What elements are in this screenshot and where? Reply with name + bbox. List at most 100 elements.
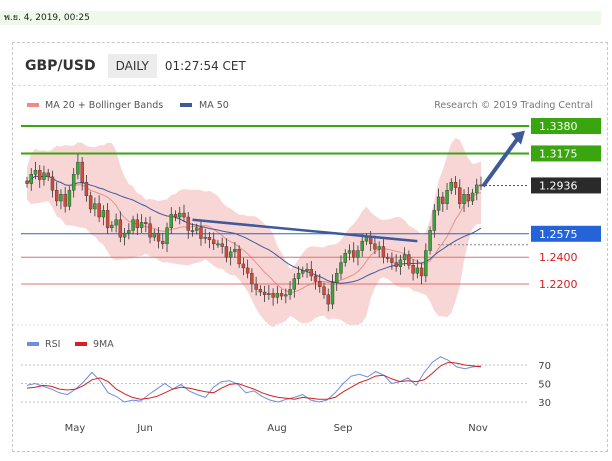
candle-body: [326, 294, 330, 305]
candle-body: [46, 172, 50, 178]
candle-body: [118, 219, 123, 238]
candle-body: [211, 239, 216, 245]
candle-body: [101, 210, 106, 218]
candle-body: [301, 270, 305, 274]
candle-body: [161, 240, 165, 245]
candle-body: [233, 248, 237, 253]
candle-body: [55, 190, 59, 202]
candle-body: [203, 236, 207, 239]
candle-body: [402, 254, 407, 261]
candle-body: [25, 180, 29, 184]
level-1-3175-tag: [531, 145, 601, 162]
candle-body: [318, 281, 322, 287]
chart-card: GBP/USD DAILY 01:27:54 CET MA 20 + Bolli…: [12, 42, 609, 452]
candle-body: [428, 230, 432, 251]
candle-body: [339, 262, 343, 274]
candle-body: [415, 267, 420, 274]
currency-pair-title: GBP/USD: [25, 58, 96, 74]
candle-body: [458, 187, 462, 204]
candle-body: [97, 203, 101, 218]
candle-body: [267, 293, 271, 295]
candle-body: [182, 212, 186, 218]
legend-rsi-label: RSI: [45, 339, 60, 350]
candle-body: [148, 223, 152, 238]
rsi-level-50-label: 50: [538, 380, 551, 391]
candle-body: [245, 267, 250, 274]
candle-body: [139, 222, 144, 228]
legend-bollinger-label: MA 20 + Bollinger Bands: [45, 100, 163, 111]
candle-body: [80, 161, 84, 183]
candle-body: [114, 219, 118, 226]
header-divider: [13, 85, 607, 86]
x-tick-aug: Aug: [267, 423, 287, 434]
candle-body: [453, 182, 458, 188]
candle-body: [279, 293, 284, 297]
candle-body: [292, 278, 297, 290]
candle-body: [436, 196, 441, 211]
candle-body: [449, 182, 453, 191]
candle-body: [122, 232, 127, 238]
legend-bollinger-swatch: [27, 103, 39, 107]
rsi-ma-line: [26, 361, 482, 400]
candle-body: [385, 257, 390, 259]
trendline: [192, 218, 418, 243]
level-1-2936-tag: [531, 177, 601, 194]
candle-body: [152, 232, 156, 238]
candle-body: [394, 262, 398, 267]
x-tick-may: May: [65, 423, 86, 434]
candle-body: [127, 230, 131, 234]
candle-body: [169, 214, 173, 228]
candle-body: [173, 214, 178, 218]
candle-body: [135, 219, 140, 228]
legend-ma50-label: MA 50: [199, 100, 229, 111]
x-tick-nov: Nov: [468, 423, 488, 434]
candle-body: [88, 195, 93, 210]
candle-body: [407, 254, 411, 266]
legend-rsi-swatch: [27, 342, 39, 346]
candle-body: [110, 224, 114, 228]
candle-body: [364, 236, 369, 242]
candle-body: [42, 172, 46, 180]
level-1-2936-text: 1.2936: [539, 179, 578, 192]
candle-body: [335, 273, 339, 283]
candle-body: [373, 243, 377, 250]
candle-body: [271, 293, 275, 298]
rsi-level-70-label: 70: [538, 361, 551, 372]
candle-body: [216, 243, 220, 246]
candle-body: [254, 283, 258, 290]
candle-body: [288, 289, 292, 295]
candle-body: [419, 267, 424, 277]
candle-body: [309, 269, 313, 277]
chart-time: 01:27:54 CET: [164, 59, 246, 73]
candle-body: [305, 269, 309, 271]
candle-body: [84, 182, 89, 196]
timeframe-badge[interactable]: DAILY: [107, 54, 157, 78]
candle-body: [322, 286, 326, 295]
candle-body: [424, 250, 428, 277]
candle-body: [343, 253, 347, 263]
ma50-line: [26, 175, 482, 284]
candle-body: [356, 250, 360, 258]
candle-body: [33, 169, 38, 175]
candle-body: [195, 227, 199, 231]
candle-body: [131, 219, 135, 231]
legend-ma50-swatch: [180, 103, 192, 107]
level-1-2575-tag: [531, 225, 601, 242]
research-credit: Research © 2019 Trading Central: [434, 100, 593, 111]
candle-body: [71, 174, 76, 191]
candle-body: [165, 227, 169, 245]
candle-body: [360, 240, 364, 251]
candle-body: [466, 194, 470, 202]
level-1-3380-tag: [531, 118, 601, 134]
candle-body: [313, 275, 318, 282]
x-tick-sep: Sep: [334, 423, 353, 434]
price-chart: MA 20 + Bollinger Bands MA 50 Research ©…: [13, 100, 609, 434]
projection-arrowhead: [511, 130, 525, 145]
candle-body: [50, 176, 55, 191]
candle-body: [38, 169, 42, 180]
chart-header: GBP/USD DAILY 01:27:54 CET: [23, 53, 246, 79]
candle-body: [93, 203, 97, 210]
candle-body: [250, 273, 254, 285]
candle-body: [105, 210, 110, 228]
candle-body: [76, 161, 80, 175]
